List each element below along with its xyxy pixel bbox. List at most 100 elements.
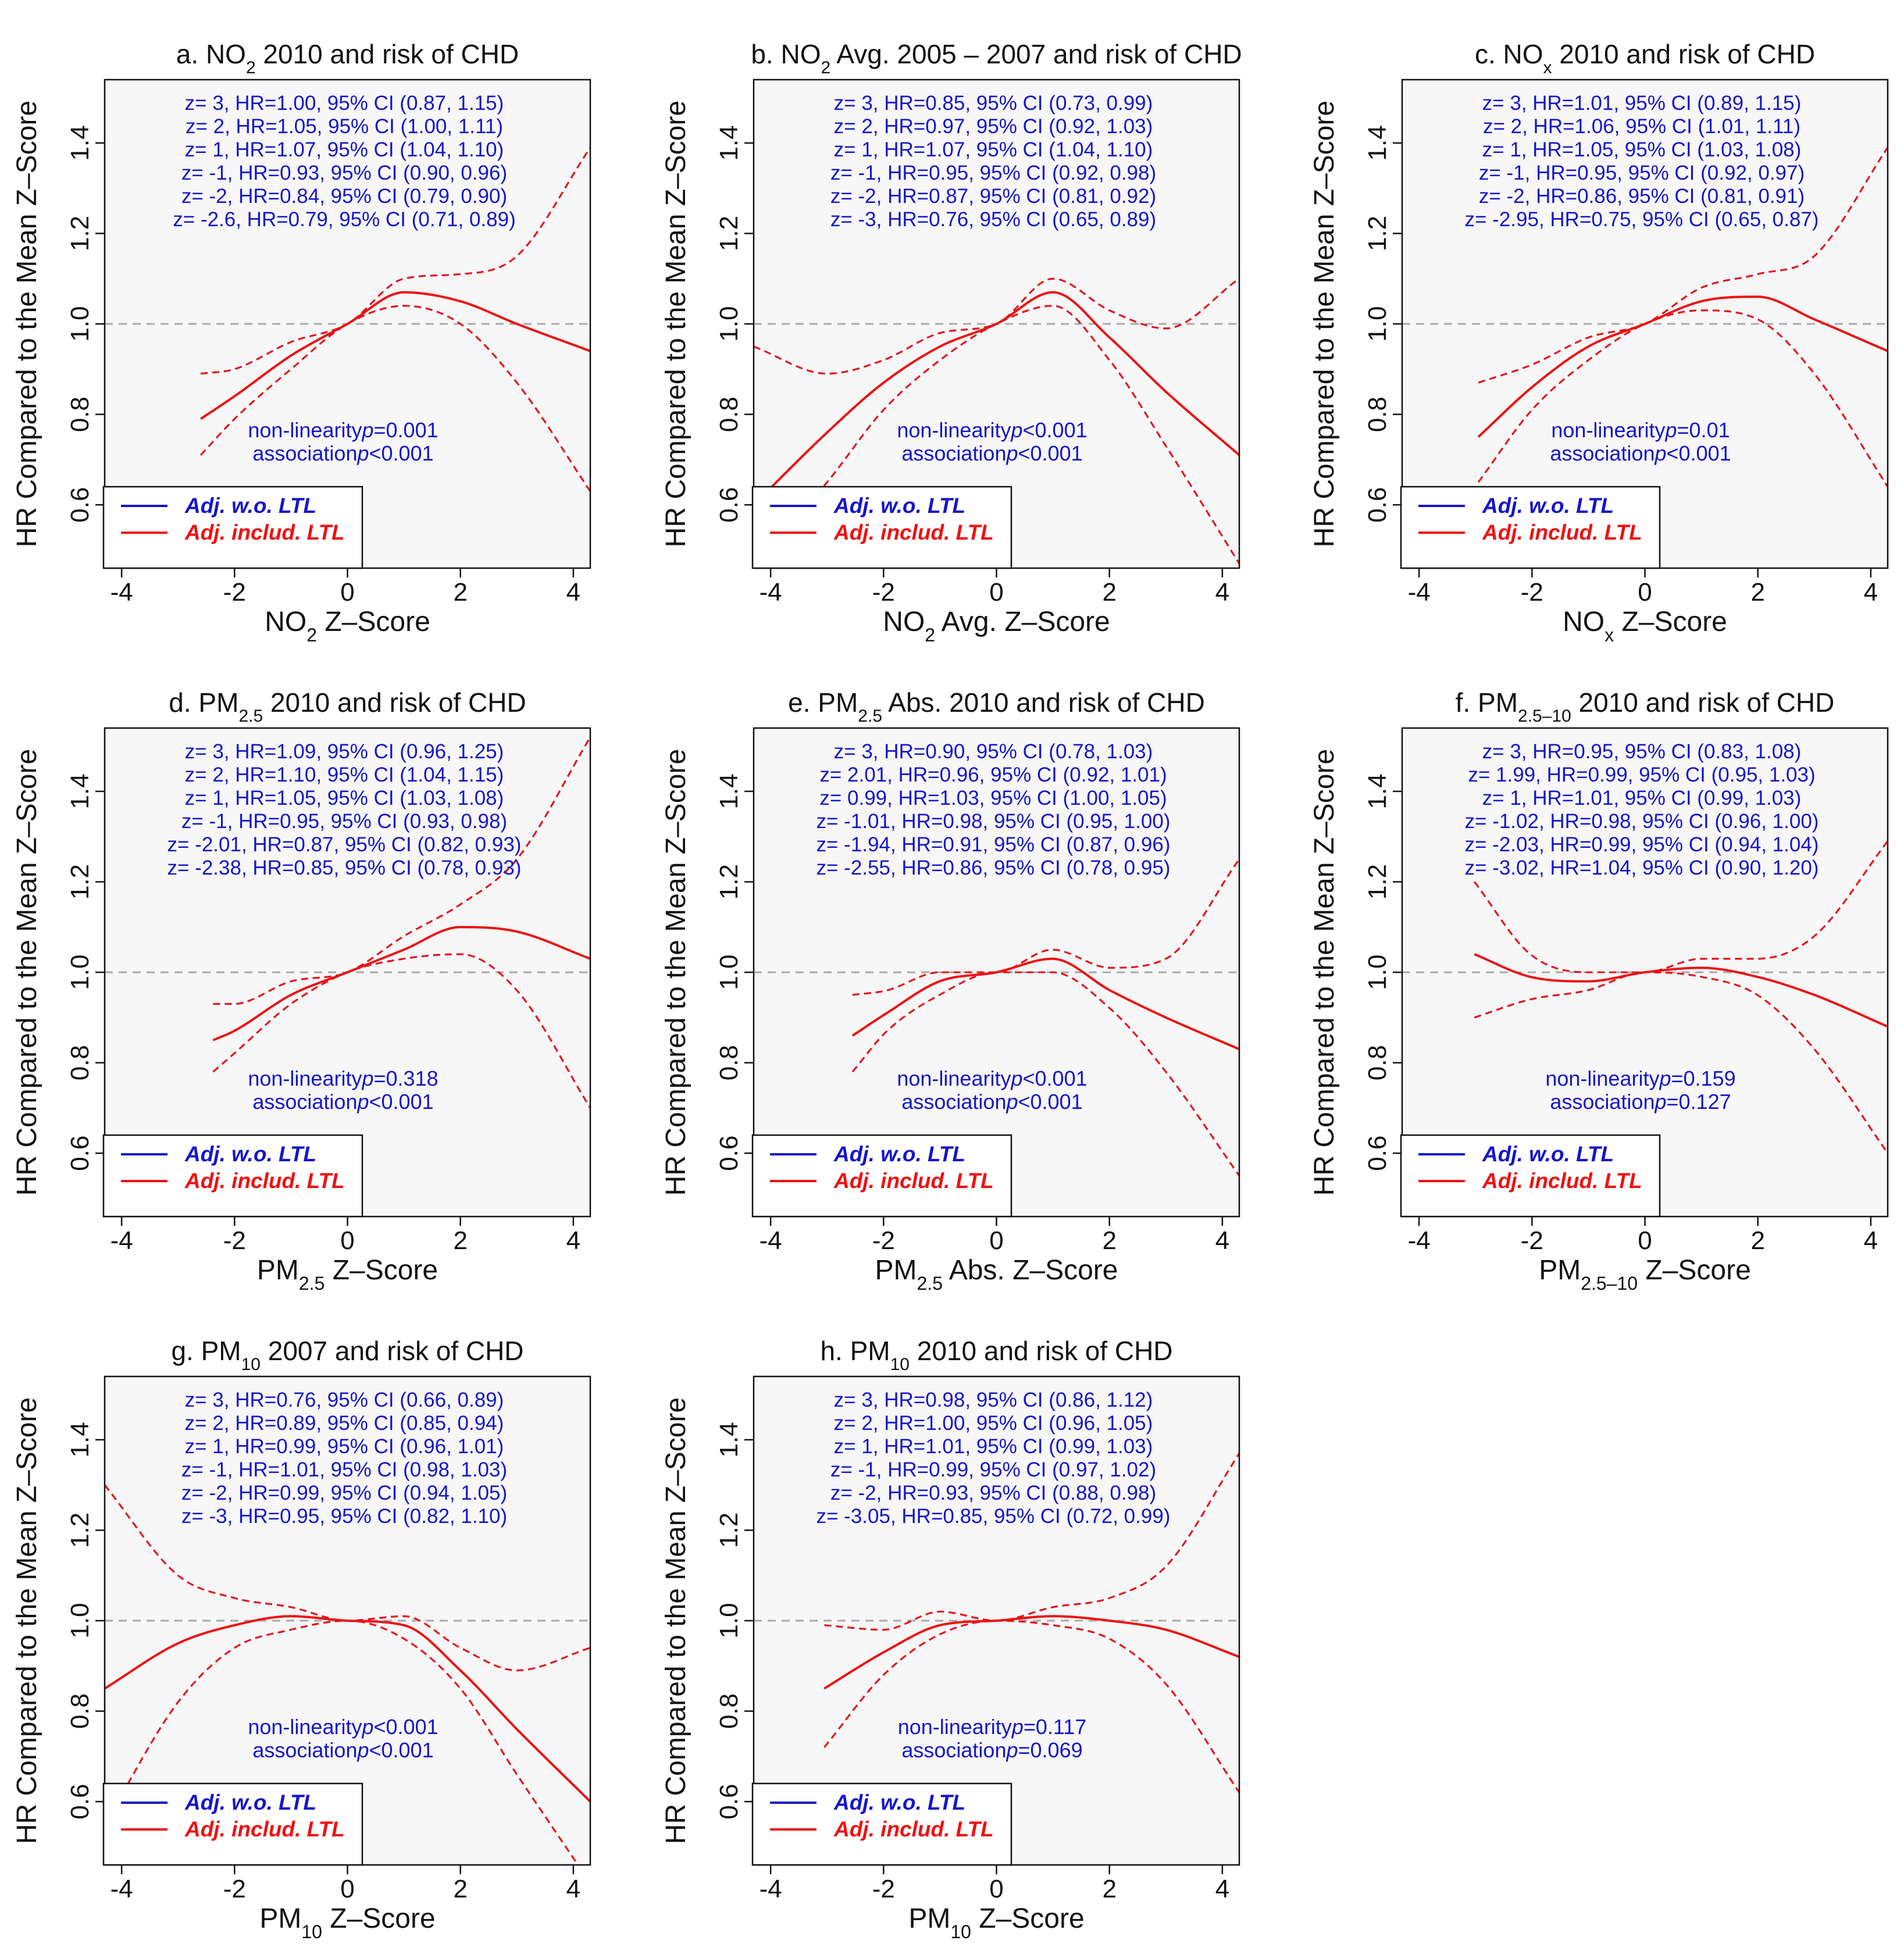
- x-tick-label: 0: [1638, 1226, 1652, 1255]
- x-tick-label: -4: [110, 1875, 133, 1903]
- legend-box: [751, 1134, 1012, 1218]
- legend-box: [102, 1134, 363, 1218]
- hr-line: [105, 1615, 590, 1803]
- x-tick-label: 0: [340, 1226, 354, 1255]
- x-tick-label: -4: [110, 578, 133, 607]
- hr-annotation-line: z= 3, HR=0.85, 95% CI (0.73, 0.99): [834, 92, 1153, 115]
- hr-annotation-line: z= -1, HR=0.95, 95% CI (0.92, 0.97): [1479, 162, 1805, 184]
- x-axis-label: NO2 Avg. Z–Score: [883, 607, 1110, 645]
- panel-h: -4 -2 0 2 4 0.6 0.8 1.0 1.2 1.4 HR Compared to the…: [661, 1336, 1240, 1942]
- legend-label: Adj. w.o. LTL: [833, 1142, 965, 1166]
- nonlinearity-p-value: non-linearityp<0.001: [248, 1715, 438, 1739]
- y-tick-label: 1.4: [66, 773, 94, 809]
- hr-annotation-line: z= 1, HR=1.05, 95% CI (1.03, 1.08): [1482, 138, 1802, 161]
- hr-annotation-line: z= 2, HR=1.05, 95% CI (1.00, 1.11): [186, 115, 503, 138]
- x-tick-label: -4: [1408, 578, 1431, 607]
- y-tick-label: 1.0: [66, 306, 94, 341]
- legend-label: Adj. includ. LTL: [1482, 520, 1642, 544]
- ci-upper-line: [200, 147, 590, 375]
- legend-box: [102, 486, 363, 569]
- x-tick-label: -2: [223, 1226, 246, 1255]
- x-tick-label: 0: [1638, 578, 1652, 607]
- y-tick-label: 1.0: [1363, 306, 1392, 341]
- x-axis-label: PM10 Z–Score: [908, 1903, 1084, 1942]
- y-tick-label: 1.2: [66, 1513, 94, 1548]
- legend-label: Adj. includ. LTL: [833, 520, 994, 544]
- hr-annotation-line: z= 3, HR=1.01, 95% CI (0.89, 1.15): [1482, 92, 1802, 115]
- x-tick-label: 2: [1102, 1226, 1116, 1255]
- x-tick-label: -2: [872, 1875, 895, 1903]
- association-p-value: associationp<0.001: [1550, 441, 1731, 465]
- legend-label: Adj. w.o. LTL: [833, 494, 965, 518]
- y-tick-label: 1.0: [715, 1603, 743, 1638]
- legend-label: Adj. includ. LTL: [833, 1169, 994, 1193]
- y-axis-label: HR Compared to the Mean Z–Score: [1309, 749, 1340, 1196]
- nonlinearity-p-value: non-linearityp=0.01: [1551, 418, 1730, 442]
- y-tick-label: 0.8: [1363, 397, 1392, 432]
- y-tick-label: 0.8: [715, 397, 743, 432]
- y-tick-label: 0.6: [715, 1136, 743, 1171]
- hr-annotation-line: z= -3.05, HR=0.85, 95% CI (0.72, 0.99): [816, 1505, 1171, 1528]
- x-tick-label: -4: [110, 1226, 133, 1255]
- y-tick-label: 1.0: [66, 954, 94, 990]
- hr-annotation-line: z= 2, HR=1.06, 95% CI (1.01, 1.11): [1483, 115, 1800, 138]
- panel-c: -4 -2 0 2 4 0.6 0.8 1.0 1.2 1.4 HR Compared to the…: [1309, 39, 1889, 645]
- y-tick-label: 0.6: [66, 1784, 94, 1820]
- x-tick-label: 4: [1215, 1875, 1229, 1903]
- panel-title: c. NOx 2010 and risk of CHD: [1475, 39, 1815, 77]
- y-tick-label: 0.8: [66, 397, 94, 432]
- hr-annotation-line: z= -1, HR=0.95, 95% CI (0.93, 0.98): [181, 810, 507, 833]
- ci-lower-line: [1477, 309, 1888, 487]
- hr-annotation-line: z= 2, HR=1.00, 95% CI (0.96, 1.05): [834, 1412, 1153, 1435]
- y-axis-label: HR Compared to the Mean Z–Score: [12, 101, 42, 547]
- hr-line: [851, 957, 1239, 1051]
- series-curves: [212, 736, 590, 1109]
- nonlinearity-p-value: non-linearityp=0.159: [1545, 1066, 1735, 1090]
- ci-lower-line: [823, 1620, 1239, 1793]
- ci-lower-line: [851, 971, 1239, 1176]
- y-tick-label: 0.8: [1363, 1045, 1392, 1080]
- x-tick-label: 4: [566, 1875, 580, 1903]
- panel-title: b. NO2 Avg. 2005 – 2007 and risk of CHD: [751, 39, 1242, 77]
- x-tick-label: -4: [1408, 1226, 1431, 1255]
- association-p-value: associationp=0.127: [1550, 1090, 1731, 1114]
- y-axis-label: HR Compared to the Mean Z–Score: [12, 1397, 42, 1844]
- hr-annotation-line: z= 3, HR=0.90, 95% CI (0.78, 1.03): [834, 740, 1153, 763]
- x-tick-label: -4: [760, 578, 782, 607]
- hr-annotation-line: z= 1, HR=0.99, 95% CI (0.96, 1.01): [185, 1435, 504, 1458]
- y-axis-label: HR Compared to the Mean Z–Score: [661, 1397, 691, 1844]
- y-axis-label: HR Compared to the Mean Z–Score: [12, 749, 42, 1196]
- legend-label: Adj. includ. LTL: [184, 1817, 345, 1841]
- hr-annotation-line: z= -3, HR=0.95, 95% CI (0.82, 1.10): [181, 1505, 507, 1528]
- series-curves: [199, 147, 590, 492]
- y-axis-label: HR Compared to the Mean Z–Score: [661, 101, 691, 547]
- hr-annotation-line: z= 3, HR=0.76, 95% CI (0.66, 0.89): [185, 1389, 504, 1411]
- x-tick-label: 2: [1102, 1875, 1116, 1903]
- association-p-value: associationp<0.001: [901, 441, 1082, 465]
- legend-label: Adj. includ. LTL: [184, 520, 345, 544]
- hr-line: [212, 926, 590, 1041]
- hr-annotation-line: z= -3.02, HR=1.04, 95% CI (0.90, 1.20): [1465, 857, 1819, 879]
- y-tick-label: 0.8: [715, 1693, 743, 1729]
- hr-annotation-line: z= 3, HR=0.98, 95% CI (0.86, 1.12): [834, 1389, 1153, 1411]
- legend-label: Adj. w.o. LTL: [184, 1142, 316, 1166]
- legend-box: [102, 1782, 363, 1866]
- legend-box: [751, 1782, 1012, 1866]
- x-tick-label: 0: [340, 578, 354, 607]
- x-axis-label: PM2.5–10 Z–Score: [1539, 1255, 1751, 1294]
- hr-annotation-line: z= 3, HR=0.95, 95% CI (0.83, 1.08): [1482, 740, 1802, 763]
- y-tick-label: 0.6: [1363, 487, 1392, 523]
- hr-line: [1477, 295, 1888, 438]
- hr-annotation-line: z= -2.38, HR=0.85, 95% CI (0.78, 0.93): [167, 857, 522, 879]
- y-tick-label: 1.2: [66, 864, 94, 900]
- x-tick-label: 4: [566, 1226, 580, 1255]
- hr-annotation-line: z= 1, HR=1.01, 95% CI (0.99, 1.03): [1482, 787, 1802, 809]
- y-tick-label: 0.8: [66, 1045, 94, 1080]
- hr-annotation-line: z= -2.95, HR=0.75, 95% CI (0.65, 0.87): [1465, 208, 1819, 231]
- hr-annotation-line: z= -1, HR=0.93, 95% CI (0.90, 0.96): [181, 162, 507, 184]
- y-tick-label: 1.2: [1363, 864, 1392, 900]
- hr-annotation-line: z= 1.99, HR=0.99, 95% CI (0.95, 1.03): [1468, 764, 1815, 786]
- y-tick-label: 0.6: [715, 1784, 743, 1820]
